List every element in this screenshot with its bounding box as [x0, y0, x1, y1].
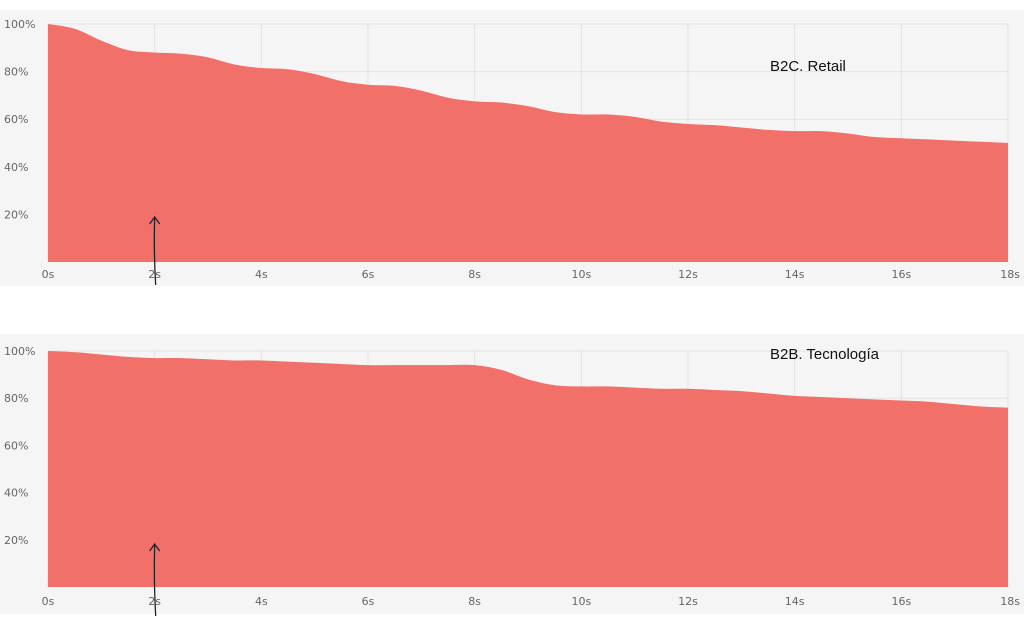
y-tick-label: 20%: [4, 208, 28, 221]
x-tick-label: 16s: [891, 268, 911, 281]
marker-arrow-shaft: [153, 543, 157, 617]
y-tick-label: 80%: [4, 392, 28, 405]
area-series: [48, 351, 1008, 587]
area-series: [48, 24, 1008, 262]
y-tick-label: 60%: [4, 113, 28, 126]
x-tick-label: 6s: [362, 268, 375, 281]
y-tick-label: 80%: [4, 66, 28, 79]
y-tick-label: 60%: [4, 439, 28, 452]
marker-arrow-head: [149, 215, 161, 225]
x-tick-label: 14s: [785, 595, 805, 608]
chart-title: B2C. Retail: [770, 58, 846, 75]
x-tick-label: 16s: [891, 595, 911, 608]
y-tick-label: 100%: [4, 18, 35, 31]
x-tick-label: 10s: [571, 268, 591, 281]
chart-b2b-tecnologia: 20% 40% 60% 80% 100% 0s 2s 4s 6s 8s 10s 12s 14s 16s 18…: [0, 328, 1024, 628]
chart-title: B2B. Tecnología: [770, 346, 880, 363]
area-chart-b2b-tecnologia: 20%40%60%80%100%0s 2s 4s 6s 8s 10s 12s 14s 16s 18…: [0, 334, 1024, 617]
x-tick-label: 18s: [1000, 595, 1020, 608]
x-tick-label: 4s: [255, 595, 268, 608]
x-tick-label: 8s: [468, 595, 481, 608]
marker-arrow-shaft: [153, 216, 157, 286]
y-tick-label: 40%: [4, 161, 28, 174]
x-tick-label: 8s: [468, 268, 481, 281]
area-chart-b2c-retail: 20%40%60%80%100%0s 2s 4s 6s 8s 10s 12s 14s 16s 18…: [0, 10, 1024, 286]
y-tick-label: 100%: [4, 345, 35, 358]
x-tick-label: 12s: [678, 268, 698, 281]
x-tick-label: 18s: [1000, 268, 1020, 281]
x-tick-label: 0s: [42, 595, 55, 608]
x-tick-label: 14s: [785, 268, 805, 281]
marker-arrow-head: [149, 542, 161, 552]
x-tick-label: 12s: [678, 595, 698, 608]
x-tick-label: 6s: [362, 595, 375, 608]
x-tick-label: 0s: [42, 268, 55, 281]
x-tick-label: 10s: [571, 595, 591, 608]
chart-b2c-retail: 20% 40% 60% 80% 100% 0s 2s 4s 6s 8s 10s 12s 14s 16s 18…: [0, 0, 1024, 300]
y-tick-label: 40%: [4, 487, 28, 500]
x-tick-label: 4s: [255, 268, 268, 281]
y-tick-label: 20%: [4, 534, 28, 547]
